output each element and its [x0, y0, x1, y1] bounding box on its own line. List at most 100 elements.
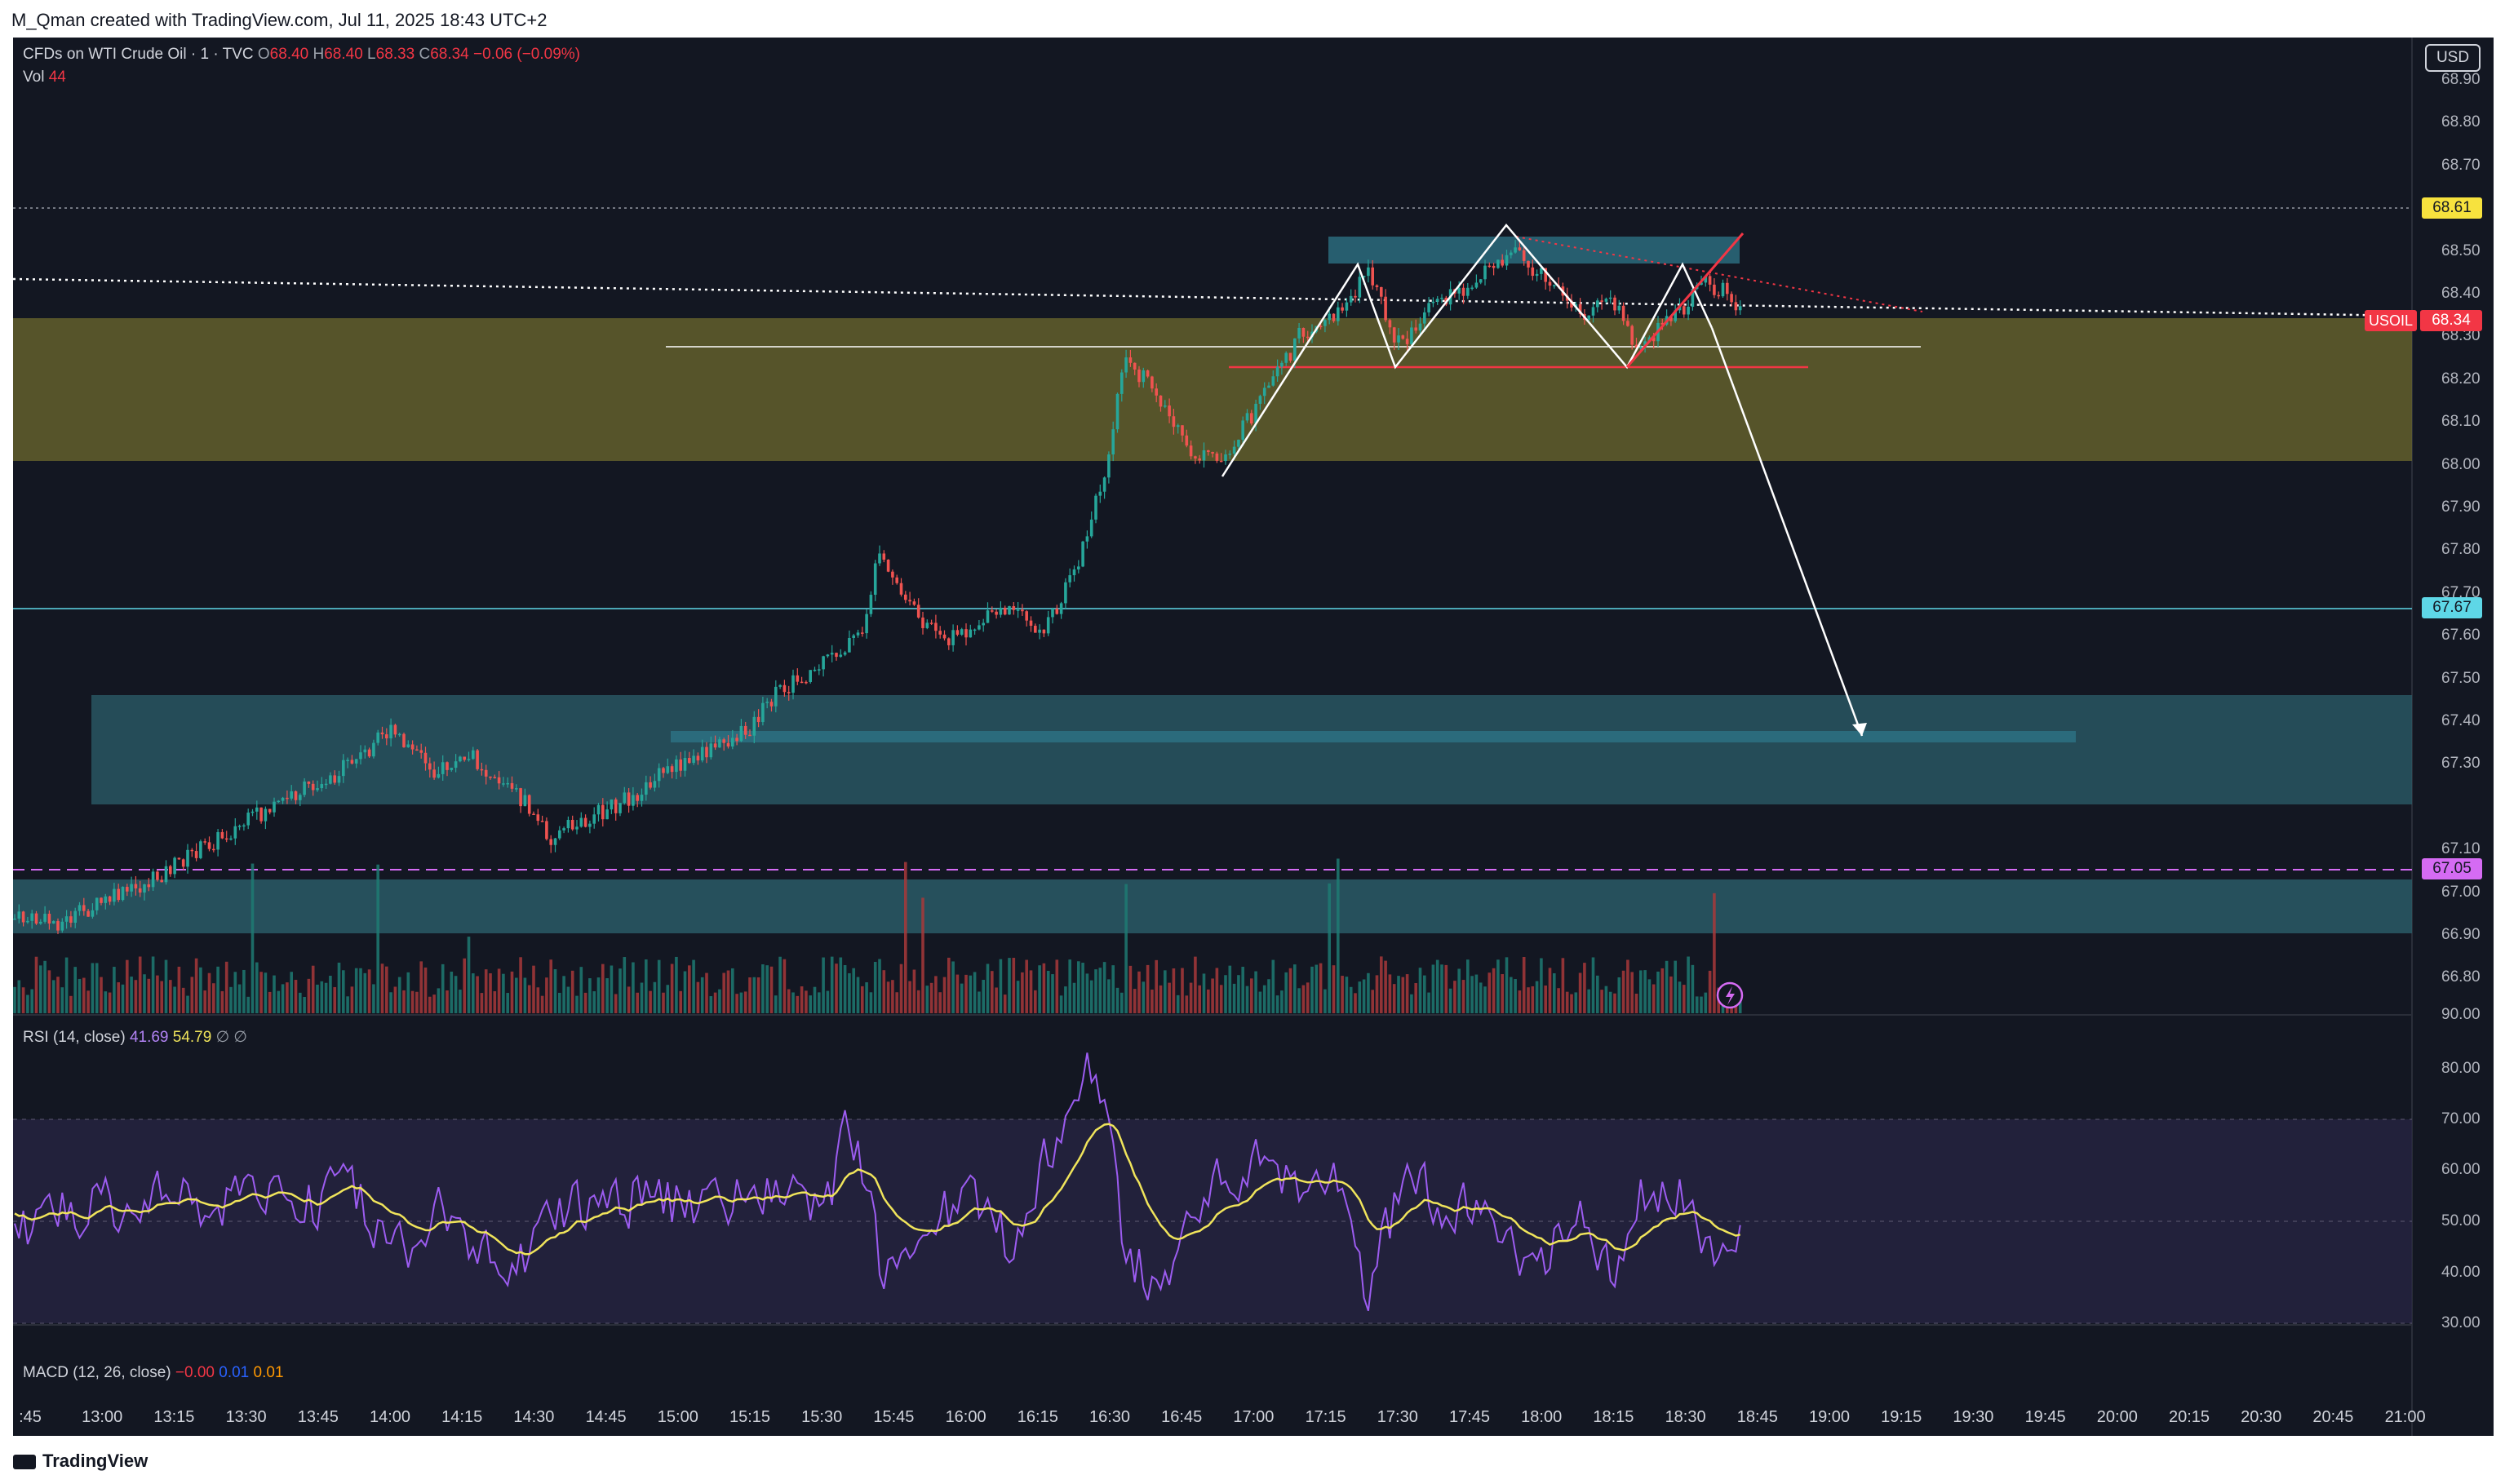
- candle-body: [1466, 287, 1470, 296]
- volume-bar: [1626, 959, 1629, 1013]
- candle-body: [1414, 327, 1417, 331]
- candle-body: [1016, 609, 1020, 611]
- time-tick-label: 19:15: [1881, 1408, 1922, 1426]
- candle-body: [1323, 320, 1327, 326]
- candle-body: [1522, 250, 1526, 261]
- volume-bar: [1514, 979, 1517, 1013]
- volume-bar: [237, 984, 242, 1013]
- candle-body: [813, 669, 817, 671]
- volume-bar: [700, 977, 704, 1013]
- volume-bar: [951, 961, 955, 1013]
- candle-body: [1596, 300, 1599, 308]
- candle-body: [1042, 629, 1046, 634]
- volume-bar: [406, 972, 410, 1013]
- volume-bar: [921, 897, 924, 1013]
- candle-body: [1726, 282, 1729, 295]
- volume-bars: [13, 858, 1742, 1013]
- candle-body: [848, 637, 851, 653]
- candle-body: [1085, 536, 1089, 542]
- candle-body: [21, 911, 25, 923]
- candle-body: [268, 808, 272, 813]
- candle-body: [151, 871, 155, 888]
- volume-bar: [1301, 985, 1306, 1013]
- rsi-axis[interactable]: 90.00 80.00 70.00 60.00 50.00 40.00 30.00: [2412, 38, 2494, 1436]
- volume-bar: [1540, 958, 1543, 1013]
- candle-body: [1155, 388, 1158, 396]
- volume-bar: [986, 963, 990, 1013]
- rsi-extra: ∅ ∅: [215, 1029, 247, 1046]
- volume-bar: [1034, 990, 1037, 1013]
- volume-bar: [1059, 995, 1063, 1013]
- candle-body: [562, 828, 565, 831]
- ticker-badge: USOIL: [2365, 310, 2417, 331]
- volume-bar: [476, 976, 479, 1013]
- tradingview-brand[interactable]: TradingView: [13, 1451, 148, 1472]
- candle-body: [579, 817, 583, 827]
- time-tick-label: 18:45: [1736, 1408, 1778, 1426]
- volume-bar: [1354, 993, 1357, 1013]
- candle-body: [489, 776, 492, 778]
- volume-bar: [432, 995, 436, 1013]
- candle-body: [143, 884, 146, 893]
- candle-body: [73, 910, 77, 923]
- volume-bar: [1008, 958, 1011, 1013]
- volume-bar: [1094, 969, 1097, 1013]
- volume-bar: [999, 959, 1003, 1013]
- volume-bar: [1146, 964, 1150, 1013]
- lightning-icon[interactable]: [1716, 981, 1744, 1009]
- candle-body: [982, 622, 985, 626]
- volume-bar: [1656, 971, 1660, 1013]
- time-axis[interactable]: :45 13:00 13:15 13:30 13:45 14:00 14:15 14:30 14…: [13, 1400, 2426, 1436]
- volume-bar: [1496, 959, 1500, 1013]
- volume-bar: [527, 985, 531, 1013]
- volume-bar: [224, 961, 228, 1013]
- chart-frame[interactable]: CFDs on WTI Crude Oil · 1 · TVC O68.40 H…: [13, 38, 2494, 1436]
- time-tick-label: 16:45: [1161, 1408, 1203, 1426]
- volume-bar: [1198, 985, 1201, 1013]
- candle-body: [1059, 603, 1063, 614]
- candle-body: [51, 921, 55, 924]
- candle-body: [177, 857, 181, 860]
- candle-body: [787, 692, 791, 693]
- candle-body: [999, 607, 1003, 615]
- price-axis[interactable]: 68.90 68.80 68.70 68.50 68.40 68.30 68.20 68.10…: [2412, 38, 2494, 1436]
- volume-bar: [1012, 958, 1016, 1013]
- chart-canvas[interactable]: [13, 38, 2494, 1436]
- volume-bar: [1237, 975, 1240, 1013]
- volume-bar: [679, 990, 682, 1013]
- candle-body: [224, 838, 228, 840]
- volume-bar: [259, 972, 263, 1013]
- candle-body: [1380, 286, 1383, 297]
- candle-body: [60, 921, 64, 931]
- candle-body: [826, 654, 830, 657]
- candle-body: [692, 755, 695, 764]
- volume-bar: [579, 967, 583, 1013]
- volume-bar: [1241, 967, 1244, 1013]
- candle-body: [17, 911, 21, 919]
- candle-body: [1457, 287, 1461, 294]
- time-tick-label: 17:15: [1305, 1408, 1346, 1426]
- volume-bar: [925, 986, 929, 1013]
- candle-body: [856, 632, 860, 636]
- time-tick-label: 20:00: [2096, 1408, 2138, 1426]
- volume-bar: [1081, 963, 1084, 1013]
- candle-body: [164, 866, 168, 883]
- candle-body: [1250, 413, 1253, 424]
- volume-bar: [1159, 985, 1163, 1013]
- volume-bar: [649, 990, 652, 1013]
- candle-body: [472, 750, 475, 760]
- volume-bar: [991, 971, 994, 1013]
- candle-body: [765, 702, 769, 703]
- volume-bar: [934, 976, 938, 1013]
- candle-body: [1713, 284, 1716, 295]
- candle-body: [389, 724, 392, 739]
- candle-body: [995, 611, 998, 615]
- currency-button[interactable]: USD: [2425, 44, 2481, 72]
- candle-body: [1034, 626, 1037, 633]
- volume-bar: [1085, 973, 1089, 1013]
- candle-body: [809, 670, 812, 683]
- candle-body: [904, 594, 907, 600]
- volume-bar: [627, 986, 631, 1013]
- candle-body: [1328, 313, 1331, 321]
- candle-body: [34, 913, 38, 924]
